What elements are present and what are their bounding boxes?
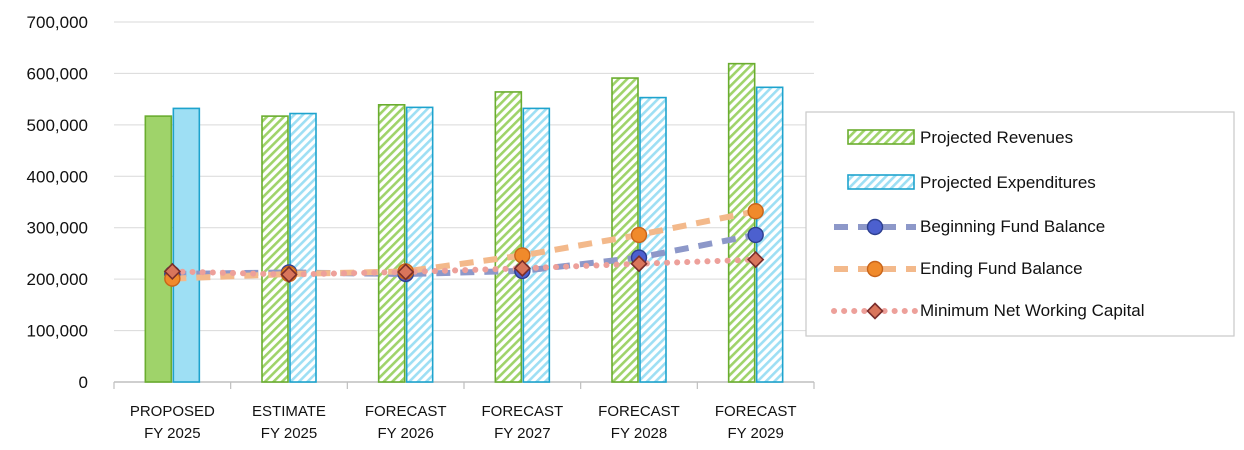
y-tick-label: 600,000 — [27, 64, 88, 83]
x-tick-label: FORECAST — [598, 403, 680, 420]
expenditure-bar — [522, 107, 551, 383]
legend-marker — [866, 302, 884, 320]
x-tick-label: FY 2028 — [611, 425, 667, 442]
series-marker-0 — [747, 226, 764, 244]
legend-marker — [866, 260, 884, 278]
revenue-bar — [727, 62, 756, 383]
y-tick-label: 300,000 — [27, 219, 88, 238]
legend-swatch — [847, 129, 915, 145]
expenditure-bar — [172, 107, 201, 383]
series-marker-1 — [747, 203, 764, 220]
bars-layer — [144, 62, 784, 383]
y-tick-label: 0 — [79, 373, 88, 392]
y-tick-label: 700,000 — [27, 13, 88, 32]
revenue-bar — [494, 91, 523, 383]
legend-label: Projected Expenditures — [920, 173, 1096, 192]
legend-label: Ending Fund Balance — [920, 259, 1083, 278]
legend: Projected Revenues Projected Expenditures… — [805, 111, 1235, 337]
x-tick-label: FORECAST — [481, 403, 563, 420]
lines-layer — [163, 203, 765, 287]
x-tick-label: FY 2027 — [494, 425, 550, 442]
revenue-bar — [377, 104, 406, 383]
series-line-1 — [172, 208, 757, 282]
revenue-bar — [144, 115, 173, 383]
legend-marker — [866, 218, 884, 236]
x-tick-label: FY 2026 — [377, 425, 433, 442]
x-tick-label: FORECAST — [715, 403, 797, 420]
grid-layer — [114, 21, 814, 332]
y-tick-label: 100,000 — [27, 322, 88, 341]
series-marker-2 — [630, 255, 648, 273]
series-marker-1 — [630, 226, 648, 244]
revenue-bar — [261, 115, 289, 383]
axes-layer: 0 100,000 200,000 300,000 400,000 500,000 600,… — [27, 13, 815, 442]
x-tick-label: FY 2029 — [727, 425, 783, 442]
x-tick-label: ESTIMATE — [252, 403, 326, 420]
series-marker-2 — [280, 265, 298, 284]
x-tick-label: FORECAST — [365, 403, 447, 420]
x-tick-label: PROPOSED — [130, 403, 215, 420]
y-tick-label: 500,000 — [27, 116, 88, 135]
legend-swatch — [847, 174, 915, 190]
series-marker-2 — [163, 262, 181, 281]
legend-label: Projected Revenues — [920, 128, 1073, 147]
series-line-2 — [169, 256, 759, 278]
expenditure-bar — [289, 112, 317, 383]
expenditure-bar — [405, 106, 434, 383]
y-tick-label: 200,000 — [27, 270, 88, 289]
x-tick-label: FY 2025 — [261, 425, 317, 442]
x-tick-label: FY 2025 — [144, 425, 200, 442]
series-marker-2 — [747, 250, 765, 269]
series-marker-2 — [513, 259, 531, 277]
series-marker-2 — [397, 263, 415, 281]
y-tick-label: 400,000 — [27, 167, 88, 186]
legend-label: Minimum Net Working Capital — [920, 301, 1145, 320]
legend-label: Beginning Fund Balance — [920, 217, 1105, 236]
